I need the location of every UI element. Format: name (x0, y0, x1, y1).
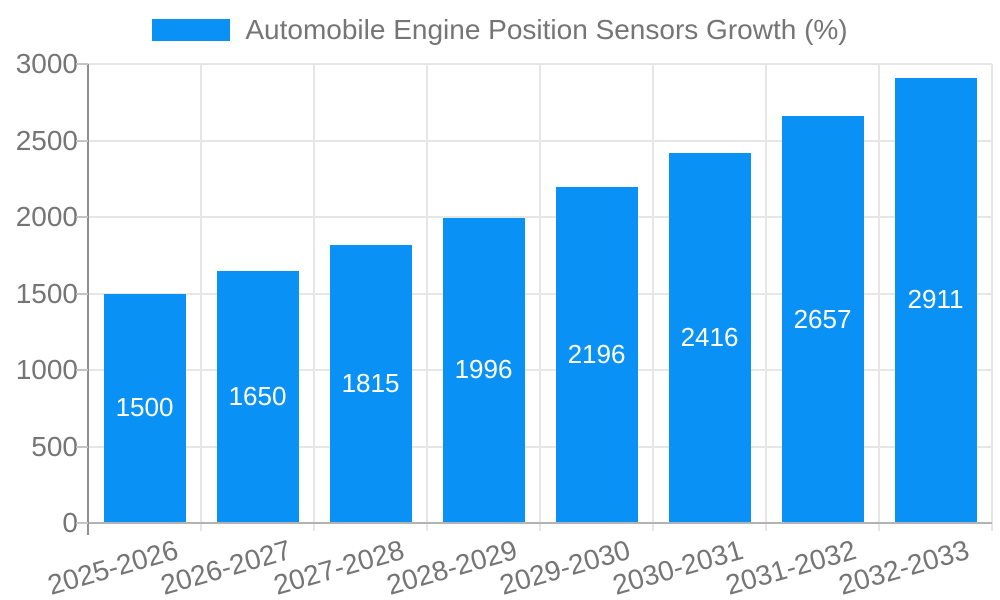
bar: 2416 (668, 153, 751, 523)
bar: 2657 (781, 116, 864, 523)
legend[interactable]: Automobile Engine Position Sensors Growt… (0, 14, 1000, 46)
y-tick-mark (76, 445, 88, 448)
x-tick-label: 2026-2027 (156, 534, 295, 600)
v-gridline (200, 64, 202, 531)
y-tick-mark (76, 522, 88, 524)
bar: 2911 (894, 77, 977, 523)
x-tick-label: 2031-2032 (721, 534, 860, 600)
bar: 1996 (442, 217, 525, 523)
y-tick-mark (76, 139, 88, 142)
y-tick-label: 3000 (15, 48, 78, 79)
y-tick-mark (76, 63, 88, 65)
x-tick-label: 2025-2026 (43, 534, 182, 600)
bar: 1650 (216, 270, 299, 523)
x-tick-label: 2032-2033 (834, 534, 973, 600)
x-tick-label: 2027-2028 (269, 534, 408, 600)
bar-value-label: 1650 (228, 380, 287, 411)
bar-value-label: 2416 (680, 322, 739, 353)
y-tick-label: 500 (31, 430, 78, 462)
bar: 1815 (329, 245, 412, 523)
legend-label: Automobile Engine Position Sensors Growt… (245, 14, 848, 45)
bar: 1500 (103, 293, 186, 523)
x-tick-label: 2029-2030 (495, 534, 634, 600)
y-axis-line (87, 64, 89, 535)
v-gridline (652, 64, 654, 531)
v-gridline (313, 64, 315, 531)
x-tick-label: 2030-2031 (608, 534, 747, 600)
bar-value-label: 2196 (567, 339, 626, 369)
y-tick-label: 2000 (15, 201, 78, 232)
bar: 2196 (555, 187, 638, 523)
x-tick-label: 2028-2029 (382, 534, 521, 600)
legend-swatch (152, 19, 231, 41)
bar-value-label: 1815 (341, 368, 400, 399)
plot-area: 1500 1650 1815 1996 2196 2416 2657 2911 (88, 63, 993, 531)
bar-value-label: 2657 (793, 303, 852, 334)
v-gridline (426, 64, 428, 531)
v-gridline (878, 64, 880, 531)
y-tick-label: 2500 (15, 124, 78, 156)
y-tick-label: 1500 (15, 277, 78, 309)
bar-value-label: 1996 (454, 354, 513, 385)
y-tick-mark (76, 369, 88, 371)
v-gridline (765, 64, 767, 531)
y-tick-label: 1000 (15, 354, 78, 385)
y-tick-mark (76, 216, 88, 218)
v-gridline (539, 64, 541, 531)
v-gridline (991, 64, 993, 531)
bar-value-label: 2911 (907, 284, 964, 315)
y-tick-label: 0 (62, 507, 78, 538)
x-axis-line (88, 522, 992, 524)
bar-value-label: 1500 (115, 392, 174, 423)
y-tick-mark (76, 292, 88, 295)
